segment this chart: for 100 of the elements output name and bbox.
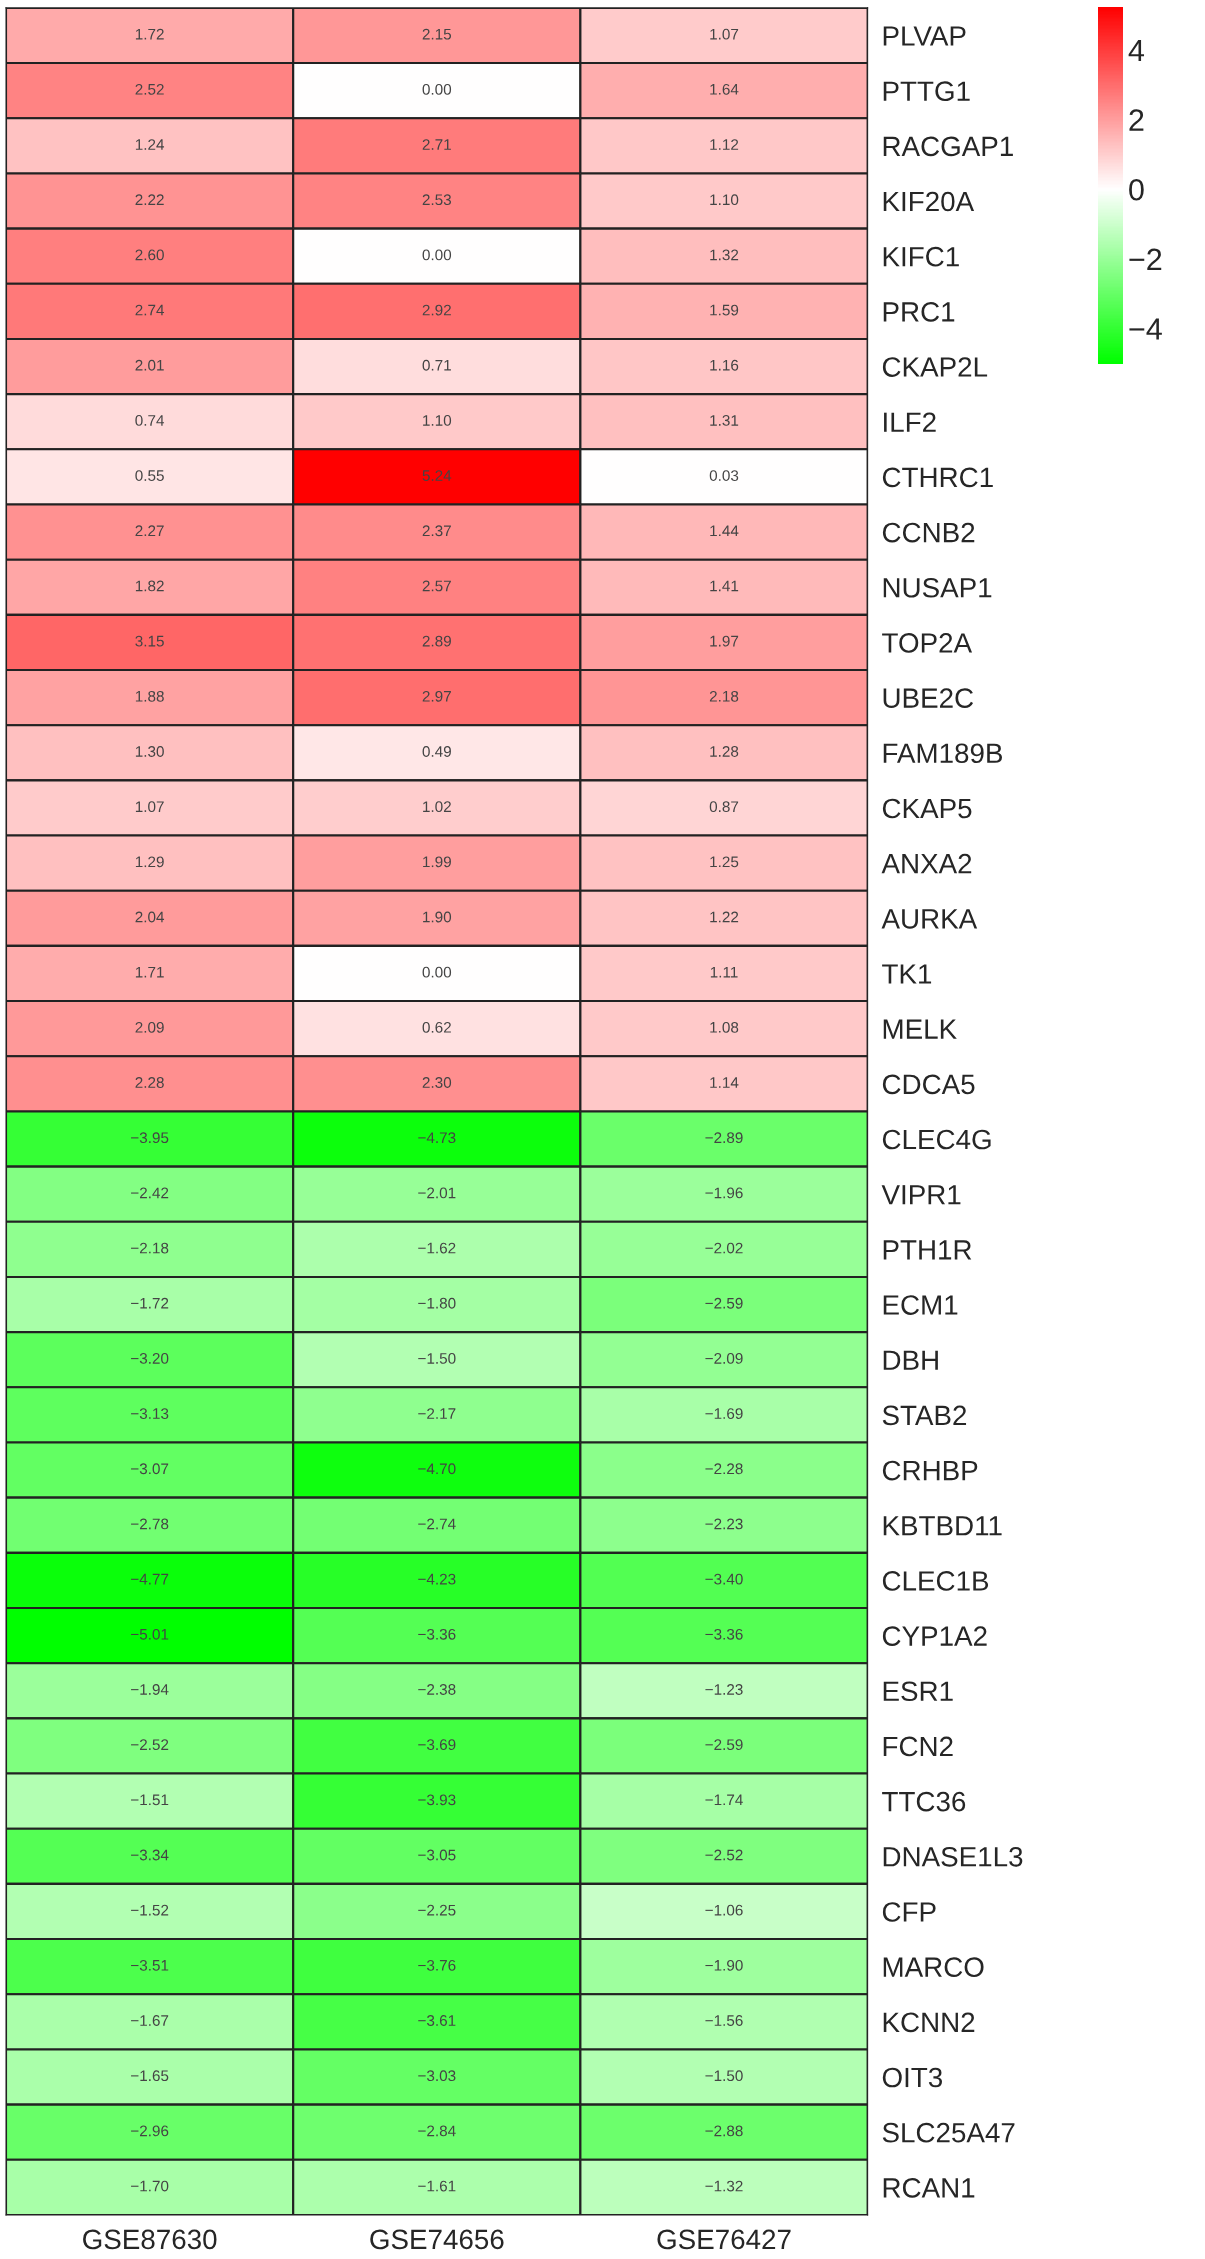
data-label: −2.42 — [131, 1187, 169, 1199]
data-label: −3.51 — [131, 1959, 169, 1971]
data-label: −3.13 — [131, 1408, 169, 1419]
data-label: 1.22 — [710, 911, 739, 923]
y-tick-label: CCNB2 — [882, 522, 975, 543]
data-label: 2.92 — [422, 304, 451, 316]
data-label: −2.59 — [705, 1297, 743, 1309]
y-tick-label: RCAN1 — [883, 2178, 975, 2198]
y-tick-label: UBE2C — [883, 688, 974, 708]
data-label: −3.07 — [131, 1463, 169, 1475]
data-label: −3.05 — [418, 1849, 456, 1861]
data-label: −4.73 — [418, 1132, 456, 1144]
data-label: 0.87 — [709, 801, 739, 813]
data-label: 0.00 — [422, 83, 452, 95]
y-tick-label: MELK — [883, 1019, 957, 1039]
y-tick-label: TK1 — [882, 964, 932, 984]
data-label: −2.84 — [418, 2125, 456, 2137]
y-tick-label: KIFC1 — [883, 246, 959, 267]
data-label: −3.40 — [705, 1573, 743, 1585]
data-label: −2.59 — [705, 1739, 743, 1751]
data-label: 2.52 — [135, 83, 164, 95]
y-tick-label: CTHRC1 — [882, 467, 993, 488]
data-label: −2.01 — [418, 1187, 456, 1199]
data-label: −1.72 — [131, 1297, 169, 1309]
data-label: −1.67 — [131, 2015, 169, 2026]
y-tick-label: OIT3 — [882, 2067, 943, 2088]
data-label: −4.70 — [418, 1463, 456, 1475]
data-label: −1.50 — [418, 1353, 456, 1364]
data-label: −2.89 — [705, 1132, 743, 1144]
data-label: −2.78 — [131, 1518, 169, 1530]
data-label: −2.52 — [705, 1849, 743, 1861]
data-label: −2.28 — [705, 1463, 743, 1475]
y-tick-label: ANXA2 — [881, 853, 972, 874]
data-label: −2.88 — [705, 2125, 743, 2137]
data-label: −1.80 — [418, 1297, 456, 1309]
data-label: −1.23 — [705, 1684, 743, 1695]
y-tick-label: RACGAP1 — [883, 136, 1013, 157]
data-label: −2.25 — [418, 1904, 456, 1916]
data-label: −1.52 — [131, 1904, 169, 1916]
y-tick-label: MARCO — [883, 1957, 984, 1977]
y-tick-label: TTC36 — [882, 1791, 966, 1812]
data-label: −3.93 — [418, 1794, 456, 1806]
data-label: 1.72 — [135, 28, 164, 40]
color-bar-label: 0 — [1129, 178, 1144, 201]
y-tick-label: VIPR1 — [881, 1185, 961, 1205]
data-label: −2.09 — [705, 1353, 743, 1364]
data-label: 1.08 — [710, 1021, 739, 1033]
y-tick-label: PTH1R — [883, 1240, 972, 1260]
data-label: 2.97 — [422, 690, 451, 702]
y-tick-label: ECM1 — [883, 1295, 958, 1315]
data-label: −2.96 — [131, 2125, 169, 2137]
y-tick-label: CLEC1B — [882, 1571, 989, 1591]
data-label: −3.69 — [418, 1739, 456, 1751]
data-label: 1.30 — [135, 746, 164, 757]
data-label: −2.38 — [418, 1684, 456, 1695]
data-label: −1.96 — [705, 1187, 743, 1199]
color-bar-label: −2 — [1129, 248, 1162, 270]
y-tick-label: KCNN2 — [883, 2012, 975, 2033]
data-label: 1.16 — [710, 359, 739, 371]
data-label: −1.32 — [705, 2180, 743, 2192]
data-label: 1.24 — [135, 139, 165, 150]
data-label: 1.59 — [710, 304, 739, 316]
data-label: −1.70 — [131, 2180, 169, 2192]
y-tick-label: PTTG1 — [883, 81, 970, 102]
y-tick-label: PLVAP — [883, 26, 966, 46]
data-label: 5.24 — [422, 470, 452, 481]
data-label: −2.17 — [418, 1408, 456, 1419]
data-label: 0.74 — [135, 415, 165, 426]
data-label: −2.02 — [705, 1242, 743, 1254]
data-label: 0.00 — [422, 249, 452, 261]
data-label: −3.03 — [418, 2070, 456, 2082]
data-label: 1.10 — [710, 194, 739, 206]
data-label: −1.56 — [705, 2015, 743, 2026]
y-tick-label: CRHBP — [882, 1460, 978, 1481]
data-label: 1.97 — [710, 635, 739, 647]
data-label: −2.52 — [131, 1739, 169, 1751]
data-label: 1.07 — [135, 801, 164, 813]
y-tick-label: KBTBD11 — [883, 1516, 1002, 1536]
data-label: 2.15 — [422, 28, 452, 40]
y-tick-label: FAM189B — [883, 743, 1002, 764]
data-label: −3.36 — [705, 1628, 743, 1640]
y-tick-label: SLC25A47 — [882, 2122, 1015, 2143]
data-label: 2.89 — [422, 635, 451, 647]
y-tick-label: CKAP5 — [882, 798, 972, 819]
data-label: 1.31 — [710, 415, 739, 426]
y-tick-label: NUSAP1 — [883, 577, 992, 598]
data-label: −1.61 — [418, 2180, 456, 2192]
data-label: 2.09 — [135, 1021, 164, 1033]
y-tick-label: FCN2 — [883, 1736, 953, 1757]
data-label: 2.71 — [422, 139, 451, 150]
data-label: 1.29 — [135, 856, 164, 868]
x-tick-label: GSE74656 — [370, 2229, 504, 2250]
data-label: 1.64 — [710, 83, 739, 95]
data-label: 1.25 — [710, 856, 739, 868]
data-label: −2.18 — [131, 1242, 169, 1254]
data-label: −3.76 — [418, 1959, 456, 1971]
y-tick-label: PRC1 — [883, 302, 955, 322]
data-label: −1.51 — [131, 1794, 169, 1806]
data-label: −3.61 — [418, 2015, 456, 2026]
color-bar-label: −4 — [1129, 318, 1162, 340]
